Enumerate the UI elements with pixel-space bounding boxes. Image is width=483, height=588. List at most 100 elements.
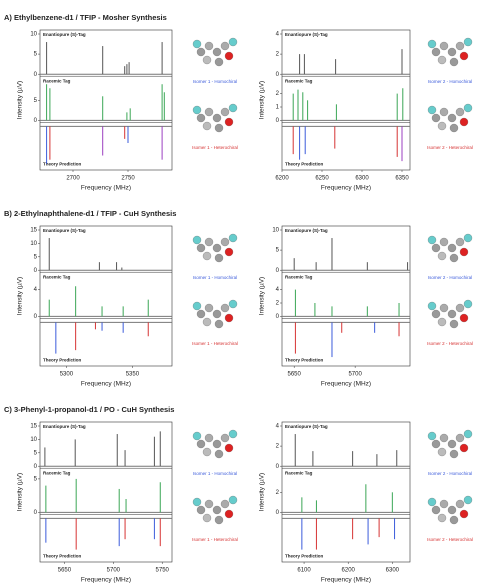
- y-axis-label: Intensity (µV): [17, 473, 24, 511]
- atom: [213, 244, 221, 252]
- atom: [460, 444, 468, 452]
- atom: [428, 498, 436, 506]
- y-tick-label: 10: [30, 437, 37, 443]
- atom: [215, 124, 223, 132]
- panel-label: Racemic Tag: [285, 470, 313, 475]
- atom: [432, 114, 440, 122]
- atom: [438, 514, 446, 522]
- y-tick-label: 2: [276, 52, 280, 58]
- atom: [438, 318, 446, 326]
- atom: [215, 320, 223, 328]
- panel-label: Theory Prediction: [43, 554, 82, 559]
- atom: [203, 56, 211, 64]
- atom: [205, 108, 213, 116]
- atom: [193, 236, 201, 244]
- y-axis-label: Intensity (µV): [17, 277, 24, 315]
- molecule: [428, 38, 472, 66]
- y-tick-label: 5: [34, 254, 38, 260]
- isomer-label: Isomer 1 - Heterochiral: [192, 341, 238, 346]
- atom: [215, 254, 223, 262]
- atom: [197, 244, 205, 252]
- atom: [440, 500, 448, 508]
- atom: [203, 514, 211, 522]
- x-tick-label: 5300: [60, 372, 74, 378]
- molecule: [193, 38, 237, 66]
- y-tick-label: 5: [34, 476, 38, 482]
- x-tick-label: 5650: [58, 568, 72, 574]
- panel-label: Enantiopure (S)-Tag: [285, 32, 328, 37]
- atom: [229, 300, 237, 308]
- plot-frame: [282, 422, 410, 562]
- atom: [438, 56, 446, 64]
- atom: [205, 238, 213, 246]
- panel-label: Theory Prediction: [285, 162, 324, 167]
- panel-label: Racemic Tag: [43, 78, 71, 83]
- x-tick-label: 6300: [386, 568, 400, 574]
- panel-label: Theory Prediction: [285, 554, 324, 559]
- atom: [456, 238, 464, 246]
- atom: [203, 122, 211, 130]
- y-tick-label: 5: [34, 52, 38, 58]
- atom: [456, 304, 464, 312]
- y-tick-label: 4: [276, 424, 280, 430]
- x-tick-label: 5750: [156, 568, 170, 574]
- atom: [215, 58, 223, 66]
- atom: [203, 448, 211, 456]
- plot-frame: [40, 30, 172, 170]
- atom: [213, 310, 221, 318]
- atom: [225, 52, 233, 60]
- x-tick-label: 5700: [107, 568, 121, 574]
- isomer-label: Isomer 2 - Homochiral: [428, 79, 472, 84]
- atom: [221, 42, 229, 50]
- x-tick-label: 6300: [355, 176, 369, 182]
- panel-label: Racemic Tag: [285, 78, 313, 83]
- atom: [440, 238, 448, 246]
- atom: [464, 430, 472, 438]
- y-axis-label: Intensity (µV): [259, 81, 266, 119]
- atom: [229, 496, 237, 504]
- x-tick-label: 6350: [395, 176, 409, 182]
- atom: [432, 506, 440, 514]
- atom: [438, 122, 446, 130]
- y-tick-label: 5: [34, 98, 38, 104]
- y-tick-label: 2: [276, 444, 280, 450]
- atom: [193, 302, 201, 310]
- y-tick-label: 0: [34, 464, 38, 470]
- atom: [460, 52, 468, 60]
- atom: [197, 310, 205, 318]
- x-tick-label: 6250: [315, 176, 329, 182]
- plot-frame: [40, 226, 172, 366]
- atom: [221, 238, 229, 246]
- isomer-label: Isomer 2 - Heterochiral: [427, 341, 473, 346]
- atom: [438, 252, 446, 260]
- atom: [464, 496, 472, 504]
- x-axis-label: Frequency (MHz): [321, 185, 371, 192]
- panel-label: Racemic Tag: [43, 274, 71, 279]
- atom: [193, 106, 201, 114]
- panel-label: Enantiopure (S)-Tag: [285, 424, 328, 429]
- atom: [428, 432, 436, 440]
- atom: [464, 104, 472, 112]
- atom: [205, 42, 213, 50]
- y-tick-label: 2: [276, 490, 280, 496]
- y-tick-label: 0: [276, 464, 280, 470]
- atom: [197, 440, 205, 448]
- panel-label: Theory Prediction: [285, 358, 324, 363]
- molecule: [428, 104, 472, 132]
- panel-label: Theory Prediction: [43, 358, 82, 363]
- plot-frame: [282, 226, 410, 366]
- y-tick-label: 4: [34, 287, 38, 293]
- section-heading: A) Ethylbenzene-d1 / TFIP - Mosher Synth…: [4, 13, 167, 22]
- molecule: [193, 430, 237, 458]
- atom: [197, 114, 205, 122]
- x-tick-label: 5700: [348, 372, 362, 378]
- section-heading: C) 3-Phenyl-1-propanol-d1 / PO - CuH Syn…: [4, 405, 174, 414]
- panel-label: Racemic Tag: [285, 274, 313, 279]
- atom: [450, 450, 458, 458]
- atom: [197, 506, 205, 514]
- panel-label: Enantiopure (S)-Tag: [43, 424, 86, 429]
- molecule: [428, 496, 472, 524]
- atom: [221, 500, 229, 508]
- atom: [197, 48, 205, 56]
- y-tick-label: 10: [30, 241, 37, 247]
